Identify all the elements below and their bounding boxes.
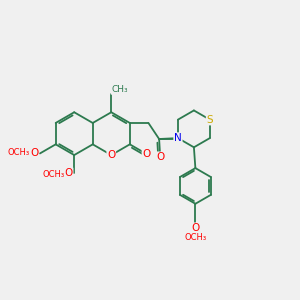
- Text: N: N: [174, 133, 182, 143]
- Text: CH₃: CH₃: [111, 85, 128, 94]
- Text: OCH₃: OCH₃: [8, 148, 29, 157]
- Text: O: O: [156, 152, 164, 162]
- Text: OCH₃: OCH₃: [184, 233, 206, 242]
- Text: O: O: [30, 148, 38, 158]
- Text: O: O: [64, 168, 73, 178]
- Text: O: O: [107, 150, 116, 160]
- Text: S: S: [206, 115, 213, 125]
- Text: O: O: [142, 149, 151, 159]
- Text: OCH₃: OCH₃: [43, 169, 65, 178]
- Text: O: O: [191, 224, 200, 233]
